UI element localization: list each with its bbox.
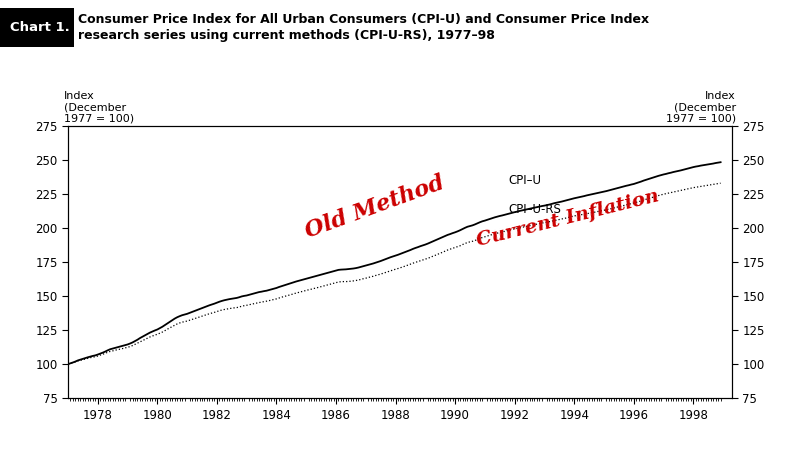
Text: Old Method: Old Method	[302, 172, 447, 243]
Text: CPI–U: CPI–U	[509, 174, 542, 187]
Text: CPI–U-RS: CPI–U-RS	[509, 203, 562, 216]
Text: Index
(December
1977 = 100): Index (December 1977 = 100)	[666, 90, 736, 124]
Text: Consumer Price Index for All Urban Consumers (CPI-U) and Consumer Price Index
re: Consumer Price Index for All Urban Consu…	[78, 13, 649, 42]
Text: Index
(December
1977 = 100): Index (December 1977 = 100)	[64, 90, 134, 124]
Text: Chart 1.: Chart 1.	[10, 21, 70, 34]
Text: Current Inflation: Current Inflation	[475, 187, 662, 250]
